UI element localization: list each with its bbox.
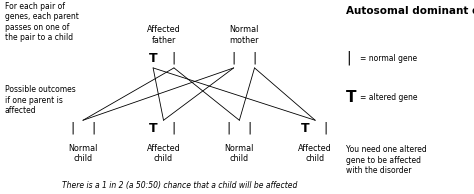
- Text: = altered gene: = altered gene: [360, 93, 418, 101]
- Text: Affected
child: Affected child: [298, 144, 332, 163]
- Text: |: |: [172, 52, 176, 65]
- Text: Normal
child: Normal child: [68, 144, 98, 163]
- Text: |: |: [172, 121, 176, 135]
- Text: T: T: [149, 121, 157, 135]
- Text: |: |: [71, 121, 74, 135]
- Text: |: |: [91, 121, 95, 135]
- Text: There is a 1 in 2 (a 50:50) chance that a child will be affected: There is a 1 in 2 (a 50:50) chance that …: [63, 181, 298, 190]
- Text: Possible outcomes
if one parent is
affected: Possible outcomes if one parent is affec…: [5, 85, 75, 115]
- Text: Normal
child: Normal child: [225, 144, 254, 163]
- Text: = normal gene: = normal gene: [360, 54, 418, 63]
- Text: Normal
mother: Normal mother: [229, 25, 259, 45]
- Text: |: |: [253, 52, 256, 65]
- Text: |: |: [248, 121, 252, 135]
- Text: |: |: [346, 51, 351, 65]
- Text: Affected
father: Affected father: [146, 25, 181, 45]
- Text: T: T: [346, 89, 356, 105]
- Text: For each pair of
genes, each parent
passes on one of
the pair to a child: For each pair of genes, each parent pass…: [5, 2, 79, 42]
- Text: |: |: [324, 121, 328, 135]
- Text: T: T: [149, 52, 157, 65]
- Text: You need one altered
gene to be affected
with the disorder: You need one altered gene to be affected…: [346, 146, 427, 175]
- Text: Affected
child: Affected child: [146, 144, 181, 163]
- Text: |: |: [232, 52, 236, 65]
- Text: |: |: [227, 121, 231, 135]
- Text: Autosomal dominant disorder: Autosomal dominant disorder: [346, 6, 474, 16]
- Text: T: T: [301, 121, 309, 135]
